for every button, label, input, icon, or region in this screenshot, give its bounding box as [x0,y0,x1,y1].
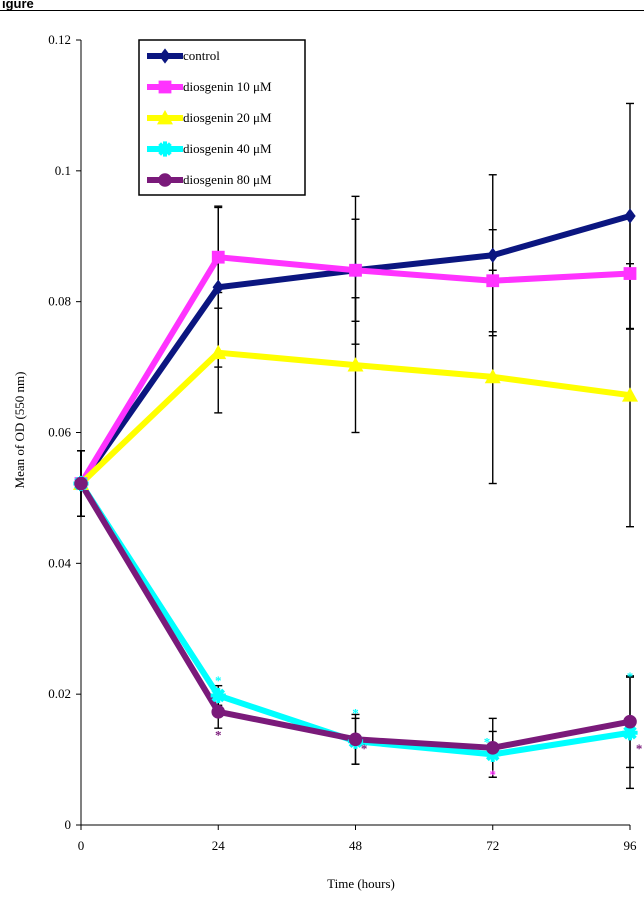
y-tick-label: 0 [65,817,72,832]
x-axis-label: Time (hours) [327,876,395,891]
significance-marker: * [215,673,222,688]
significance-marker: * [352,705,359,720]
legend-swatch-marker [158,80,172,94]
significance-marker: * [484,734,491,749]
data-point [487,247,499,263]
data-point [210,344,227,360]
data-point [211,250,225,264]
significance-marker: * [490,767,497,782]
data-point [74,476,88,491]
legend-label: diosgenin 40 μM [183,141,272,156]
y-tick-label: 0.12 [48,32,71,47]
x-tick-label: 72 [486,838,499,853]
data-point [486,274,500,288]
x-tick-label: 0 [78,838,85,853]
data-point [624,208,636,224]
data-point [212,279,224,295]
y-axis-label: Mean of OD (550 nm) [12,372,27,489]
legend-label: diosgenin 80 μM [183,172,272,187]
legend-label: diosgenin 20 μM [183,110,272,125]
y-tick-label: 0.02 [48,686,71,701]
significance-marker: * [627,669,634,684]
significance-annotations: * * * * * * * * [215,669,642,782]
data-point [623,714,637,729]
legend-label: diosgenin 10 μM [183,79,272,94]
data-point [210,687,226,704]
x-tick-label: 48 [349,838,362,853]
legend-swatch-marker [158,173,172,187]
significance-marker: * [361,741,368,756]
significance-marker: * [636,741,643,756]
data-point [211,705,226,719]
data-point [484,368,501,384]
figure-label: igure [2,0,34,11]
y-tick-label: 0.08 [48,294,71,309]
data-point [347,357,364,372]
data-point [349,263,362,277]
y-tick-label: 0.06 [48,425,71,440]
data-point [623,267,637,280]
data-point [485,741,500,755]
data-point [622,387,638,402]
x-tick-label: 24 [212,838,226,853]
header-rule [0,10,644,11]
y-tick-label: 0.04 [48,555,71,570]
data-point [622,725,638,741]
series-markers [73,208,638,762]
legend-swatch-marker [157,110,173,125]
legend-label: control [183,48,220,63]
x-tick-label: 96 [624,838,638,853]
y-tick-label: 0.1 [55,163,71,178]
chart-axes: 0 0.02 0.04 0.06 0.08 0.1 0.12 0 24 48 72 96 [48,32,637,853]
significance-marker: * [215,728,222,743]
chart-legend: control diosgenin 10 μM diosgenin 20 μM dio… [138,39,306,196]
legend-swatch-marker [157,141,173,157]
data-point [348,732,363,747]
legend-swatch-marker [159,48,171,64]
error-bars [77,102,634,790]
